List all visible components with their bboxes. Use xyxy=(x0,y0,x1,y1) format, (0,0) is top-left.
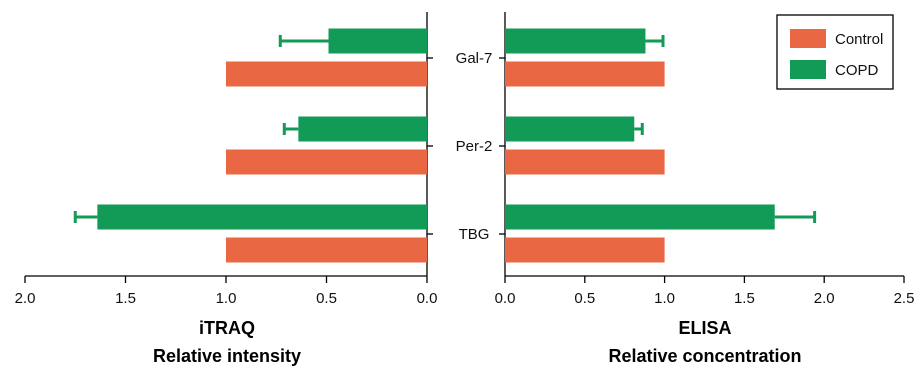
legend-swatch-copd xyxy=(790,60,826,79)
right-x-tick-label-3: 1.5 xyxy=(734,290,755,307)
category-label-gal-7: Gal-7 xyxy=(456,50,493,67)
right-bar-copd-tbg xyxy=(505,204,775,230)
left-x-tick-label-4: 0.0 xyxy=(417,290,438,307)
left-bar-copd-gal-7 xyxy=(328,28,427,54)
legend-label-copd: COPD xyxy=(835,62,879,79)
right-x-tick-label-5: 2.5 xyxy=(894,290,915,307)
right-bar-control-per-2 xyxy=(505,149,665,175)
plot-area: Gal-7 Per-2 TBG 2.0 1.5 1.0 0.5 0.0 0.0 0.5 1.0 1.5… xyxy=(15,12,915,307)
category-label-per-2: Per-2 xyxy=(456,138,493,155)
legend-swatch-control xyxy=(790,29,826,48)
right-axis-title: ELISA xyxy=(678,318,731,338)
category-label-tbg: TBG xyxy=(459,226,490,243)
left-axis-subtitle: Relative intensity xyxy=(153,346,301,366)
left-bar-control-tbg xyxy=(226,237,427,263)
right-bar-control-gal-7 xyxy=(505,61,665,87)
legend: Control COPD xyxy=(776,14,894,90)
right-x-tick-label-0: 0.0 xyxy=(495,290,516,307)
left-x-tick-label-3: 0.5 xyxy=(316,290,337,307)
left-bar-copd-per-2 xyxy=(298,116,427,142)
legend-label-control: Control xyxy=(835,31,883,48)
left-x-tick-label-1: 1.5 xyxy=(115,290,136,307)
right-x-tick-label-1: 0.5 xyxy=(574,290,595,307)
left-bar-copd-tbg xyxy=(97,204,428,230)
left-bar-control-per-2 xyxy=(226,149,427,175)
right-axis-subtitle: Relative concentration xyxy=(608,346,801,366)
left-x-tick-label-2: 1.0 xyxy=(216,290,237,307)
right-x-tick-label-4: 2.0 xyxy=(814,290,835,307)
left-axis-title: iTRAQ xyxy=(199,318,255,338)
left-bar-control-gal-7 xyxy=(226,61,427,87)
right-bar-control-tbg xyxy=(505,237,665,263)
right-bar-copd-per-2 xyxy=(505,116,635,142)
right-x-tick-label-2: 1.0 xyxy=(654,290,675,307)
left-x-tick-label-0: 2.0 xyxy=(15,290,36,307)
right-bar-copd-gal-7 xyxy=(505,28,646,54)
